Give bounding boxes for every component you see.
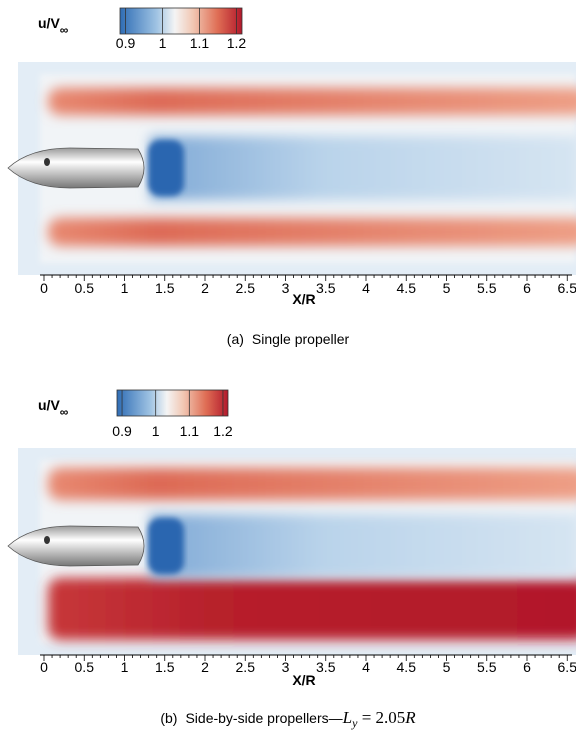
x-tick-label: 4.5 [397, 280, 417, 296]
x-tick-label: 5.5 [477, 659, 497, 675]
x-tick-label: 3 [282, 280, 290, 296]
nacelle-tip [44, 158, 50, 166]
wake [150, 514, 576, 578]
caption: (a) Single propeller [227, 331, 350, 347]
x-tick-label: 2.5 [236, 659, 256, 675]
nacelle-tip [44, 536, 50, 544]
colorbar-tick-label: 1.1 [190, 35, 210, 51]
x-tick-label: 4 [362, 659, 370, 675]
upper-band [48, 88, 576, 115]
x-tick-label: 1.5 [155, 280, 175, 296]
x-axis-label: X/R [292, 291, 315, 307]
x-tick-label: 5.5 [477, 280, 497, 296]
x-tick-label: 2 [201, 280, 209, 296]
nacelle [7, 525, 145, 567]
math-var: L [342, 708, 352, 727]
colorbar-tick-label: 1.2 [227, 35, 247, 51]
nacelle [7, 147, 145, 189]
caption-text: Side-by-side propellers— [185, 710, 342, 726]
x-tick-label: 6 [523, 280, 531, 296]
colorbar-tick-label: 1.2 [213, 423, 233, 439]
legend-title: u/V∞ [38, 397, 68, 419]
panel: u/V∞ 0.9 1 1.1 1.2 0 0.5 1 1.5 2 2.5 3 3.5 4 4.5 5 5.5 6 6… [7, 389, 576, 730]
x-tick-label: 3.5 [316, 280, 336, 296]
x-tick-label: 6 [523, 659, 531, 675]
x-tick-label: 0.5 [75, 659, 95, 675]
propeller-disk [148, 518, 184, 574]
x-tick-label: 2 [201, 659, 209, 675]
x-tick-label: 3 [282, 659, 290, 675]
legend-title: u/V∞ [38, 15, 68, 37]
x-tick-label: 0.5 [75, 280, 95, 296]
x-tick-label: 4 [362, 280, 370, 296]
lower-band [48, 218, 576, 246]
colorbar-tick-label: 1.1 [180, 423, 200, 439]
math-rest: = 2.05 [357, 708, 405, 727]
math-sub: y [351, 716, 358, 730]
colorbar-tick-label: 1 [159, 35, 167, 51]
colorbar-tick-label: 0.9 [116, 35, 136, 51]
caption-label: (b) [160, 710, 177, 726]
x-tick-label: 5 [443, 280, 451, 296]
propeller-disk [148, 140, 184, 196]
colorbar-tick-label: 0.9 [112, 423, 132, 439]
x-tick-label: 6.5 [558, 659, 576, 675]
legend-subscript: ∞ [60, 23, 69, 37]
panel: u/V∞ 0.9 1 1.1 1.2 0 0.5 1 1.5 2 2.5 3 3.5 4 4.5 5 5.5 6 6… [7, 7, 576, 347]
x-tick-label: 4.5 [397, 659, 417, 675]
math-var: R [404, 708, 416, 727]
caption-label: (a) [227, 331, 244, 347]
wake [150, 136, 576, 200]
x-axis-label: X/R [292, 672, 315, 688]
x-tick-label: 1 [121, 280, 129, 296]
x-tick-label: 3.5 [316, 659, 336, 675]
caption: (b) Side-by-side propellers—Ly = 2.05R [160, 708, 416, 730]
x-tick-label: 2.5 [236, 280, 256, 296]
x-tick-label: 6.5 [558, 280, 576, 296]
x-tick-label: 5 [443, 659, 451, 675]
lower-band [48, 578, 576, 640]
colorbar-tick-label: 1 [152, 423, 160, 439]
colorbar [116, 389, 229, 417]
caption-text: Single propeller [252, 331, 350, 347]
upper-band [48, 468, 576, 500]
colorbar [119, 7, 243, 35]
x-tick-label: 0 [40, 659, 48, 675]
x-tick-label: 1.5 [155, 659, 175, 675]
legend-subscript: ∞ [60, 405, 69, 419]
x-tick-label: 0 [40, 280, 48, 296]
x-tick-label: 1 [121, 659, 129, 675]
